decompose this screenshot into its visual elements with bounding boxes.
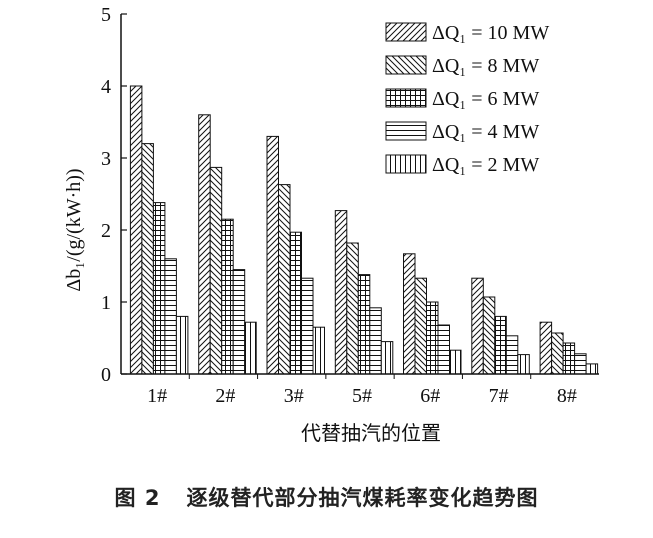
bar-3-series-2 [278,184,291,375]
legend-swatch-5 [385,154,427,174]
bar-8-series-1 [539,321,553,375]
bar-8-series-3 [562,342,576,375]
bar-2-series-2 [209,166,223,375]
bar-1-series-5 [175,315,189,375]
ticks-layer: 0 1 2 3 4 5 1# 2# 3# 5# 6# 7# 8# [101,4,577,407]
y-tick-label: 5 [101,4,111,26]
bar-2-series-5 [244,321,257,375]
bar-1-series-4 [164,258,177,375]
legend-swatch-1 [385,22,427,42]
bar-1-series-3 [152,202,166,375]
legend-swatch-2 [385,55,427,75]
bar-5-series-5 [380,341,394,375]
legend-label-1: ΔQ₁ = 10 MW [432,22,549,44]
x-tick-label: 6# [420,385,440,407]
bar-3-series-4 [301,277,314,375]
bar-6-series-3 [426,301,439,375]
legend-label-2: ΔQ₁ = 8 MW [432,55,539,77]
bar-3-series-1 [266,135,279,375]
bar-1-series-2 [141,143,154,375]
bar-6-series-5 [449,349,462,375]
bar-6-series-4 [437,324,450,375]
bar-7-series-2 [482,296,496,375]
bar-5-series-3 [357,274,371,375]
x-axis-label: 代替抽汽的位置 [301,421,441,445]
figure-caption: 图 2 逐级替代部分抽汽煤耗率变化趋势图 [0,482,653,512]
bar-7-series-5 [517,354,530,375]
x-tick-label: 7# [489,385,509,407]
bar-1-series-1 [129,85,143,375]
bar-7-series-3 [494,315,507,375]
y-tick-label: 1 [101,292,111,314]
legend-swatch-4 [385,121,427,141]
bar-6-series-1 [403,253,416,375]
y-axis-label: Δb₁/(g/(kW·h)) [63,168,85,291]
y-tick-label: 2 [101,220,111,242]
legend-label-4: ΔQ₁ = 4 MW [432,121,539,143]
bar-2-series-4 [232,269,246,375]
y-tick-label: 0 [101,364,111,386]
bar-5-series-2 [346,242,359,375]
legend-swatch-3 [385,88,427,108]
x-tick-label: 2# [215,385,235,407]
bar-8-series-2 [551,332,564,375]
bar-5-series-4 [369,307,382,375]
y-tick-label: 3 [101,148,111,170]
x-tick-label: 1# [147,385,167,407]
bar-2-series-1 [198,114,211,375]
x-tick-label: 5# [352,385,372,407]
x-tick-label: 3# [284,385,304,407]
bar-6-series-2 [414,277,427,375]
legend-label-3: ΔQ₁ = 6 MW [432,88,539,110]
bar-5-series-1 [334,210,348,375]
bar-3-series-5 [312,326,325,375]
x-tick-label: 8# [557,385,577,407]
bar-3-series-3 [289,231,302,375]
caption-text: 逐级替代部分抽汽煤耗率变化趋势图 [186,486,539,510]
y-tick-label: 4 [101,76,111,98]
bar-8-series-5 [585,363,599,375]
axes-layer [120,14,599,375]
legend-label-5: ΔQ₁ = 2 MW [432,154,539,176]
bar-8-series-4 [574,353,587,375]
bar-7-series-1 [471,277,484,375]
caption-label: 图 2 [114,486,161,510]
bar-7-series-4 [505,335,519,375]
legend: ΔQ₁ = 10 MW ΔQ₁ = 8 MW ΔQ₁ = 6 MW ΔQ₁ = 4 M… [385,22,549,176]
bar-2-series-3 [221,218,234,375]
bars-layer [129,85,599,375]
